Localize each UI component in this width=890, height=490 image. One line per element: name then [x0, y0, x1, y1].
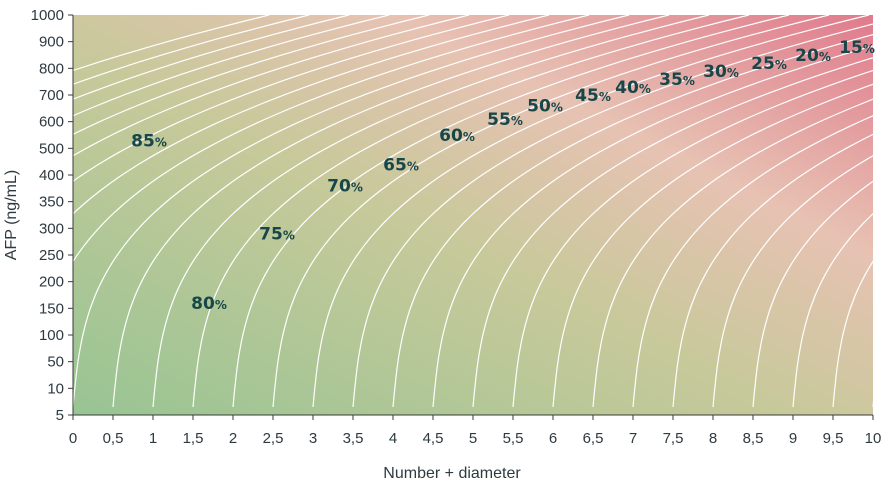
- x-tick-label: 3: [309, 430, 317, 447]
- contour-line: [832, 260, 873, 408]
- x-tick-label: 0: [69, 430, 77, 447]
- x-tick-label: 1: [149, 430, 157, 447]
- contour-line: [712, 155, 873, 408]
- contour-line: [73, 15, 510, 183]
- contour-line: [392, 33, 873, 408]
- contour-line: [432, 45, 873, 408]
- y-tick-label: 200: [39, 274, 64, 291]
- contour-line: [272, 15, 830, 408]
- contour-line: [472, 57, 873, 408]
- contour-line: [232, 15, 790, 408]
- y-tick-label: 600: [39, 114, 64, 131]
- y-tick-label: 900: [39, 34, 64, 51]
- contour-label: 55%: [487, 110, 523, 130]
- contour-labels: 85% 80% 75% 70% 65% 60% 55%50% 45% 40% 35% 30% 25% 2…: [131, 38, 875, 314]
- contour-line: [73, 15, 390, 117]
- contour-line: [752, 180, 873, 408]
- x-tick-label: 2,5: [263, 430, 284, 447]
- contour-line: [73, 15, 590, 263]
- contour-lines: [73, 15, 873, 408]
- x-tick-label: 5: [469, 430, 477, 447]
- contour-line: [192, 15, 750, 408]
- contour-line: [792, 213, 873, 408]
- contour-line: [872, 400, 873, 407]
- y-tick-label: 100: [39, 327, 64, 344]
- contour-label: 50%: [527, 97, 563, 117]
- x-tick-label: 7: [629, 430, 637, 447]
- x-tick-label: 10: [865, 430, 882, 447]
- y-tick-label: 350: [39, 194, 64, 211]
- contour-label: 60%: [439, 126, 475, 146]
- contour-label: 75%: [259, 225, 295, 245]
- contour-label: 45%: [575, 86, 611, 106]
- x-tick-label: 4: [389, 430, 397, 447]
- contour-line: [112, 15, 670, 408]
- contour-label: 65%: [383, 155, 419, 175]
- contour-label: 80%: [191, 294, 227, 314]
- contour-label: 30%: [703, 62, 739, 82]
- y-tick-label: 150: [39, 300, 64, 317]
- contour-line: [592, 98, 873, 408]
- y-tick-label: 10: [47, 380, 64, 397]
- plot-background: [73, 15, 873, 415]
- y-axis-ticks: 5 10 50 100 150 200 250 300 350 400 500 600 700 800 90…: [31, 7, 73, 424]
- x-tick-label: 6,5: [583, 430, 604, 447]
- contour-line: [352, 23, 873, 408]
- x-tick-label: 2: [229, 430, 237, 447]
- contour-line: [73, 15, 550, 215]
- x-tick-label: 5,5: [503, 430, 524, 447]
- x-tick-label: 3,5: [343, 430, 364, 447]
- contour-label: 40%: [615, 78, 651, 98]
- y-tick-label: 400: [39, 167, 64, 184]
- y-axis-title: AFP (ng/mL): [3, 170, 20, 260]
- x-tick-label: 0,5: [103, 430, 124, 447]
- y-tick-label: 700: [39, 87, 64, 104]
- x-tick-label: 8,5: [743, 430, 764, 447]
- y-tick-label: 1000: [31, 7, 64, 24]
- contour-label: 70%: [327, 177, 363, 197]
- y-tick-label: 500: [39, 140, 64, 157]
- contour-line: [632, 115, 873, 408]
- contour-line: [73, 15, 350, 100]
- contour-label: 25%: [751, 54, 787, 74]
- contour-line: [73, 15, 430, 136]
- contour-line: [512, 69, 873, 408]
- contour-line: [73, 15, 470, 157]
- y-tick-label: 800: [39, 60, 64, 77]
- contour-label: 35%: [659, 70, 695, 90]
- contour-line: [73, 15, 630, 408]
- x-tick-label: 4,5: [423, 430, 444, 447]
- x-axis-title: Number + diameter: [383, 465, 521, 482]
- contour-label: 15%: [839, 38, 875, 58]
- y-tick-label: 250: [39, 247, 64, 264]
- contour-line: [152, 15, 710, 408]
- x-tick-label: 8: [709, 430, 717, 447]
- y-tick-label: 5: [56, 407, 64, 424]
- contour-label: 85%: [131, 131, 167, 151]
- x-tick-label: 9,5: [823, 430, 844, 447]
- y-tick-label: 300: [39, 220, 64, 237]
- contour-line: [552, 83, 873, 408]
- contour-label: 20%: [795, 46, 831, 66]
- contour-line: [672, 133, 873, 408]
- x-tick-label: 6: [549, 430, 557, 447]
- y-tick-label: 50: [47, 354, 64, 371]
- x-axis-ticks: 0 0,5 1 1,5 2 2,5 3 3,5 4 4,5 5 5,5 6 6,5 7 7,5 8 8,5 9 9,5…: [69, 415, 882, 447]
- x-tick-label: 9: [789, 430, 797, 447]
- x-tick-label: 7,5: [663, 430, 684, 447]
- contour-line: [73, 15, 310, 85]
- x-tick-label: 1,5: [183, 430, 204, 447]
- contour-line: [312, 15, 870, 408]
